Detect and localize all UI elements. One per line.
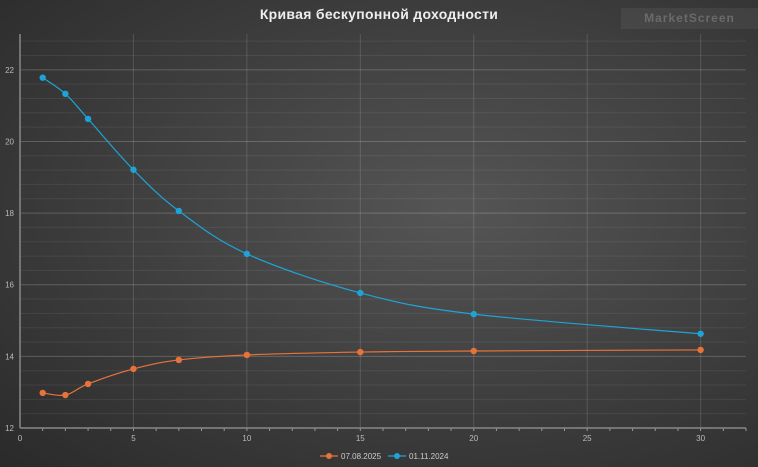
data-point — [357, 348, 364, 356]
data-point — [130, 365, 137, 373]
chart-title: Кривая бескупонной доходности — [259, 6, 499, 22]
series-line-01.11.2024 — [42, 77, 701, 335]
data-point — [243, 250, 251, 258]
y-tick-label: 12 — [5, 424, 14, 433]
watermark-logo: MarketScreen — [621, 8, 758, 29]
x-tick-label: 15 — [356, 434, 365, 443]
data-point — [357, 289, 364, 297]
data-point — [175, 207, 183, 215]
y-tick-label: 22 — [5, 66, 14, 75]
data-point — [39, 74, 46, 81]
x-tick-label: 10 — [242, 434, 251, 443]
series-line-07.08.2025 — [42, 349, 701, 397]
data-point — [175, 356, 183, 364]
data-point — [84, 115, 92, 123]
x-tick-label: 30 — [696, 434, 705, 443]
y-tick-label: 14 — [5, 352, 14, 361]
x-tick-label: 20 — [469, 434, 478, 443]
x-tick-label: 25 — [583, 434, 592, 443]
legend-marker — [394, 453, 400, 459]
y-tick-label: 20 — [5, 137, 14, 146]
data-point — [84, 380, 92, 388]
legend-label: 07.08.2025 — [341, 452, 382, 461]
x-tick-label: 0 — [18, 434, 23, 443]
data-point — [130, 166, 137, 173]
data-point — [62, 90, 69, 98]
data-point — [697, 346, 704, 354]
data-point — [470, 310, 477, 318]
data-point — [62, 391, 69, 399]
y-tick-label: 18 — [5, 209, 14, 218]
data-point — [470, 347, 477, 355]
legend-marker — [326, 453, 332, 459]
data-point — [697, 330, 704, 337]
legend-label: 01.11.2024 — [409, 452, 449, 461]
data-point — [39, 389, 46, 397]
data-point — [243, 351, 251, 359]
y-tick-label: 16 — [5, 281, 14, 290]
x-tick-label: 5 — [131, 434, 136, 443]
